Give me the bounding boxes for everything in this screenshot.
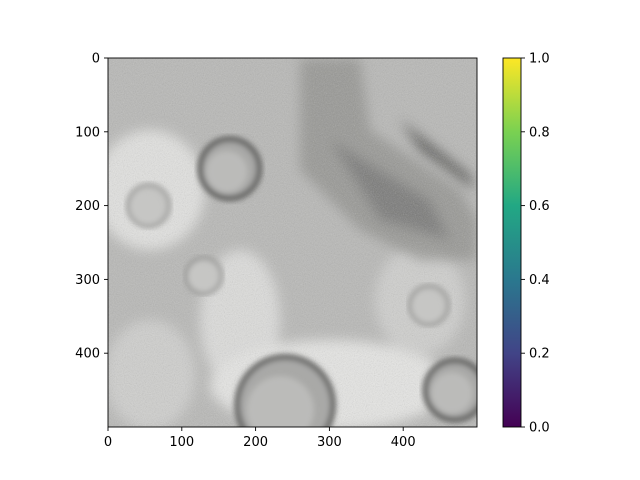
- crater-6: [408, 284, 450, 326]
- y-tick-label: 400: [75, 347, 100, 362]
- y-tick-label: 300: [75, 273, 100, 288]
- colorbar-tick-label: 0.6: [529, 199, 550, 214]
- crater-3: [184, 256, 224, 295]
- x-tick-label: 300: [317, 435, 342, 450]
- crater-1: [197, 136, 262, 201]
- y-tick-label: 200: [75, 199, 100, 214]
- y-tick-label: 100: [75, 125, 100, 140]
- colorbar-tick-label: 1.0: [529, 52, 550, 67]
- y-tick-label: 0: [92, 52, 100, 67]
- crater-2: [126, 183, 171, 228]
- x-axis: 0 100 200 300 400: [104, 427, 416, 450]
- x-tick-label: 200: [243, 435, 268, 450]
- colorbar-axis: 0.0 0.2 0.4 0.6 0.8 1.0: [521, 52, 550, 436]
- x-tick-label: 100: [169, 435, 194, 450]
- colorbar-tick-label: 0.0: [529, 421, 550, 436]
- crater-5: [422, 358, 477, 423]
- colorbar-tick-label: 0.2: [529, 347, 550, 362]
- colorbar-tick-label: 0.8: [529, 125, 550, 140]
- colorbar: [503, 58, 521, 427]
- x-tick-label: 400: [391, 435, 416, 450]
- image-frame: [107, 57, 478, 428]
- x-tick-label: 0: [104, 435, 112, 450]
- y-axis: 0 100 200 300 400: [75, 52, 108, 362]
- colorbar-frame: [502, 57, 522, 428]
- crater-4: [234, 354, 336, 427]
- colorbar-tick-label: 0.4: [529, 273, 550, 288]
